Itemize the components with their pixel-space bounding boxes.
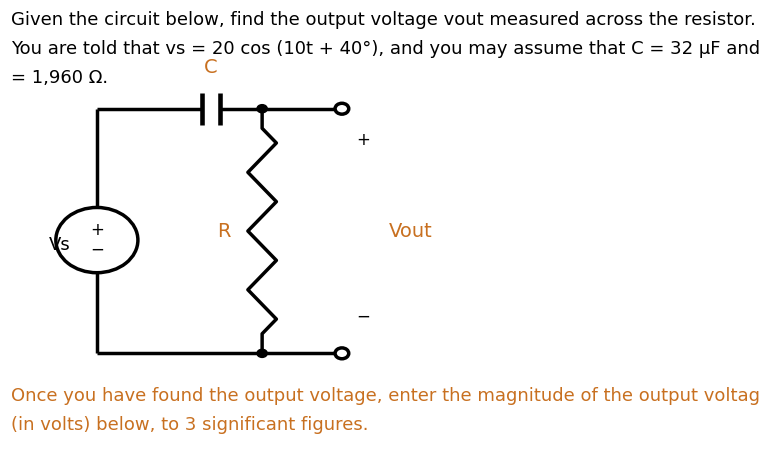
Text: (in volts) below, to 3 significant figures.: (in volts) below, to 3 significant figur… [11, 416, 369, 434]
Text: Vs: Vs [49, 236, 70, 254]
Text: R: R [217, 222, 231, 241]
Text: Vout: Vout [388, 222, 432, 241]
Text: +: + [90, 221, 104, 239]
Circle shape [335, 103, 349, 114]
Text: Once you have found the output voltage, enter the magnitude of the output voltag: Once you have found the output voltage, … [11, 387, 760, 405]
Circle shape [257, 105, 268, 113]
Text: C: C [204, 58, 217, 77]
Text: −: − [356, 308, 370, 326]
Text: −: − [90, 241, 104, 259]
Text: +: + [356, 131, 370, 149]
Text: Given the circuit below, find the output voltage vout measured across the resist: Given the circuit below, find the output… [11, 11, 756, 29]
Text: You are told that vs = 20 cos (10t + 40°), and you may assume that C = 32 μF and: You are told that vs = 20 cos (10t + 40°… [11, 40, 760, 58]
Circle shape [257, 349, 268, 357]
Circle shape [335, 348, 349, 359]
Text: = 1,960 Ω.: = 1,960 Ω. [11, 69, 109, 87]
